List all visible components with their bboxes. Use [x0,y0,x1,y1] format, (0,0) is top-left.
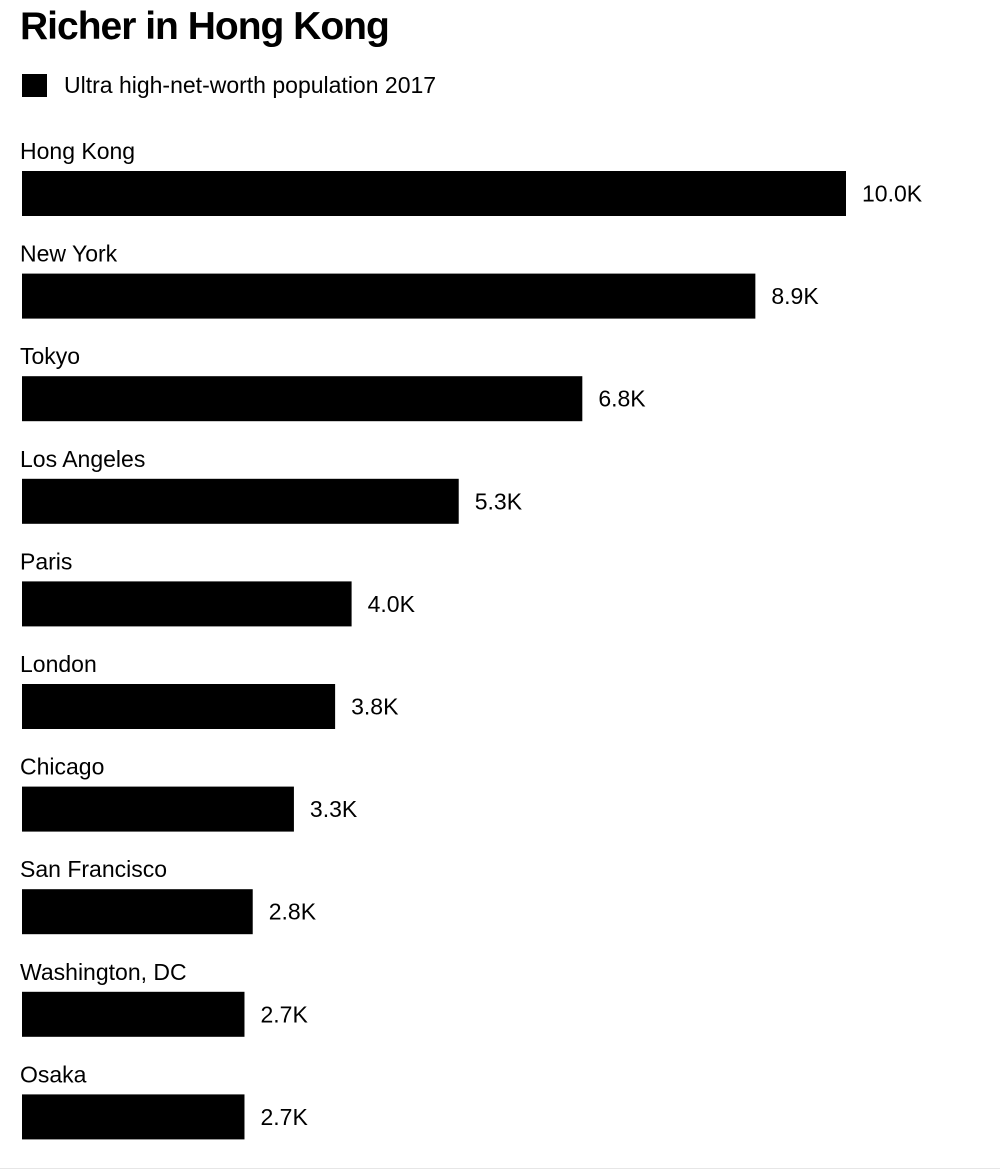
value-label: 3.3K [310,796,358,822]
legend: Ultra high-net-worth population 2017 [22,70,436,100]
category-label: Hong Kong [20,138,135,164]
bottom-divider [0,1168,1000,1169]
value-label: 3.8K [351,694,399,720]
category-label: Tokyo [20,343,80,369]
category-label: New York [20,241,118,267]
bar [22,171,846,216]
bar [22,991,245,1037]
value-label: 2.8K [269,899,317,925]
value-label: 2.7K [260,1104,308,1130]
category-label: Los Angeles [20,446,145,472]
value-label: 6.8K [598,386,646,412]
bar [22,889,253,935]
bar [22,684,336,729]
category-label: London [20,651,97,677]
chart-title: Richer in Hong Kong [20,5,390,48]
category-label: San Francisco [20,856,167,882]
value-label: 4.0K [368,591,416,617]
bar [22,273,756,319]
value-label: 8.9K [771,283,819,309]
bar [22,1094,245,1140]
category-label: Paris [20,548,72,574]
bar [22,581,352,627]
bar [22,376,583,422]
value-label: 5.3K [475,488,523,514]
category-label: Washington, DC [20,959,187,985]
value-label: 10.0K [862,181,923,207]
category-label: Chicago [20,754,104,780]
category-label: Osaka [20,1061,87,1087]
value-label: 2.7K [260,1001,308,1027]
bar [22,478,459,524]
bar [22,786,294,832]
legend-swatch [22,73,47,97]
legend-label: Ultra high-net-worth population 2017 [64,72,437,98]
